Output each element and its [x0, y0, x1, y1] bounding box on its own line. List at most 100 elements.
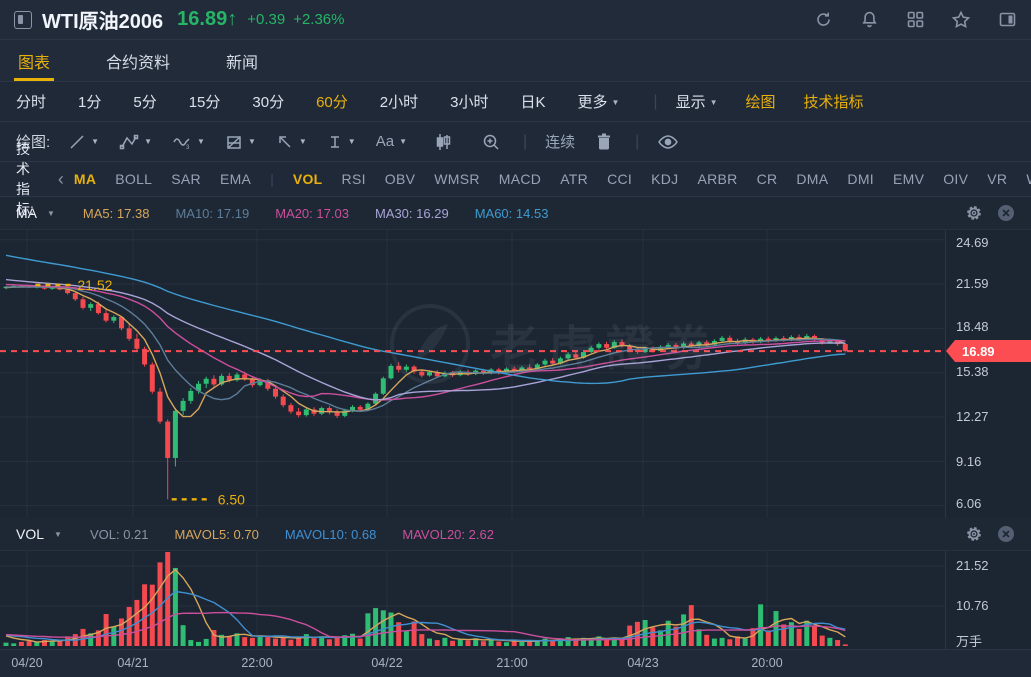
indicator-kdj[interactable]: KDJ [651, 171, 679, 187]
indicator-dma[interactable]: DMA [796, 171, 829, 187]
x-tick: 04/21 [117, 656, 149, 670]
indicator-arbr[interactable]: ARBR [697, 171, 738, 187]
ma5-value: MA5: 17.38 [82, 205, 150, 221]
chevron-down-icon[interactable]: ▼ [54, 529, 62, 539]
indicator-wmsr[interactable]: WMSR [434, 171, 480, 187]
last-price: 16.89↑ [177, 8, 238, 30]
drawing-toolbar-label: 绘图: [16, 134, 51, 151]
divider: | [653, 92, 658, 110]
polyline-icon[interactable]: ▼ [119, 133, 152, 151]
tf-5m[interactable]: 5分 [133, 94, 157, 111]
main-chart-area[interactable]: 21.52 6.50 老虎證券 24.69 21.59 18.48 15.38 1… [0, 230, 1031, 518]
tf-daily[interactable]: 日K [520, 94, 546, 111]
price-tick: 15.38 [956, 364, 989, 379]
tf-2h[interactable]: 2小时 [379, 94, 419, 111]
trash-icon[interactable] [595, 132, 613, 151]
vol-value: VOL: 0.21 [89, 526, 149, 542]
ma10-value: MA10: 17.19 [175, 205, 250, 221]
tf-30m[interactable]: 30分 [252, 94, 285, 111]
indicator-boll[interactable]: BOLL [115, 171, 153, 187]
text-icon[interactable]: Aa ▼ [375, 133, 407, 150]
candle-pattern-icon[interactable] [433, 132, 453, 152]
indicator-vol[interactable]: VOL [292, 171, 323, 187]
continuous-mode-button[interactable]: 连续 [545, 134, 576, 151]
tab-contract-info[interactable]: 合约资料 [106, 54, 171, 72]
price-tick: 6.06 [956, 496, 982, 511]
trend-line-icon[interactable]: ▼ [68, 133, 99, 151]
tab-news[interactable]: 新闻 [226, 54, 259, 72]
x-tick: 04/20 [11, 656, 43, 670]
grid-icon[interactable] [905, 10, 925, 30]
title-bar: WTI原油2006 16.89↑ +0.39 +2.36% [0, 0, 1031, 40]
price-tick: 18.48 [956, 319, 989, 334]
fib-box-icon[interactable]: ▼ [225, 133, 256, 151]
refresh-icon[interactable] [813, 10, 833, 30]
timeframe-bar: 分时 1分 5分 15分 30分 60分 2小时 3小时 日K 更多 ▼ | 显示… [0, 82, 1031, 122]
ma30-value: MA30: 16.29 [374, 205, 449, 221]
measure-icon[interactable]: ▼ [330, 135, 356, 148]
contract-icon [14, 10, 32, 29]
volume-chart[interactable] [0, 551, 945, 649]
indicator-macd[interactable]: MACD [498, 171, 542, 187]
price-tick: 12.27 [956, 409, 989, 424]
indicator-ma[interactable]: MA [73, 171, 97, 187]
indicator-atr[interactable]: ATR [560, 171, 589, 187]
up-arrow-icon: ↑ [227, 8, 238, 30]
indicator-bar-label: 技术指标: [16, 141, 34, 217]
indicator-vr[interactable]: VR [987, 171, 1008, 187]
tf-15m[interactable]: 15分 [188, 94, 221, 111]
ma-close-icon[interactable] [997, 204, 1015, 222]
ma-settings-gear-icon[interactable] [965, 204, 983, 222]
indicator-sar[interactable]: SAR [171, 171, 201, 187]
tf-more-dropdown[interactable]: 更多 ▼ [577, 94, 620, 111]
price-tick: 24.69 [956, 235, 989, 250]
price-tick: 9.16 [956, 454, 982, 469]
zoom-in-icon[interactable] [481, 132, 501, 152]
indicator-cr[interactable]: CR [756, 171, 778, 187]
eye-icon[interactable] [657, 133, 679, 151]
indicator-obv[interactable]: OBV [384, 171, 416, 187]
indicator-rsi[interactable]: RSI [341, 171, 366, 187]
chevron-down-icon: ▼ [709, 98, 718, 107]
indicator-ema[interactable]: EMA [219, 171, 252, 187]
indicator-dmi[interactable]: DMI [847, 171, 874, 187]
time-axis: 04/20 04/21 22:00 04/22 21:00 04/23 20:0… [0, 649, 1031, 677]
candlestick-chart[interactable]: 21.52 6.50 [0, 230, 945, 518]
vol-close-icon[interactable] [997, 525, 1015, 543]
star-icon[interactable] [951, 10, 971, 30]
arrow-icon[interactable]: ▼ [276, 133, 307, 151]
indicator-emv[interactable]: EMV [892, 171, 925, 187]
volume-chart-area[interactable]: 21.52 10.76 万手 [0, 551, 1031, 649]
divider: | [635, 132, 640, 150]
mavol10-value: MAVOL10: 0.68 [284, 526, 377, 542]
scroll-left-icon[interactable]: ‹ [57, 169, 64, 189]
bell-icon[interactable] [859, 10, 879, 30]
mavol20-value: MAVOL20: 2.62 [402, 526, 494, 542]
tf-1m[interactable]: 1分 [78, 94, 102, 111]
svg-text:21.52: 21.52 [77, 277, 112, 293]
price-axis: 24.69 21.59 18.48 15.38 12.27 9.16 6.06 … [945, 230, 1031, 518]
tf-3h[interactable]: 3小时 [450, 94, 489, 111]
svg-text:3: 3 [186, 145, 190, 151]
tf-60m[interactable]: 60分 [316, 94, 348, 111]
panel-right-icon[interactable] [997, 10, 1017, 30]
indicators-button[interactable]: 技术指标 [803, 94, 864, 111]
tf-fenshi[interactable]: 分时 [16, 94, 47, 111]
price-tick: 21.59 [956, 276, 989, 291]
titlebar-actions [813, 10, 1017, 30]
display-dropdown[interactable]: 显示 ▼ [675, 94, 718, 111]
x-tick: 20:00 [751, 656, 783, 670]
current-price-badge: 16.89 [946, 340, 1031, 362]
draw-button[interactable]: 绘图 [745, 94, 776, 111]
indicator-oiv[interactable]: OIV [943, 171, 969, 187]
indicator-wvad[interactable]: WVAD [1026, 171, 1031, 187]
indicator-cci[interactable]: CCI [607, 171, 633, 187]
mavol5-value: MAVOL5: 0.70 [174, 526, 259, 542]
wave-icon[interactable]: 3 ▼ [172, 133, 205, 151]
chevron-down-icon[interactable]: ▼ [47, 208, 55, 218]
x-tick: 21:00 [496, 656, 528, 670]
ma-panel-title: MA [16, 205, 37, 221]
vol-settings-gear-icon[interactable] [965, 525, 983, 543]
tab-chart[interactable]: 图表 [14, 40, 55, 81]
